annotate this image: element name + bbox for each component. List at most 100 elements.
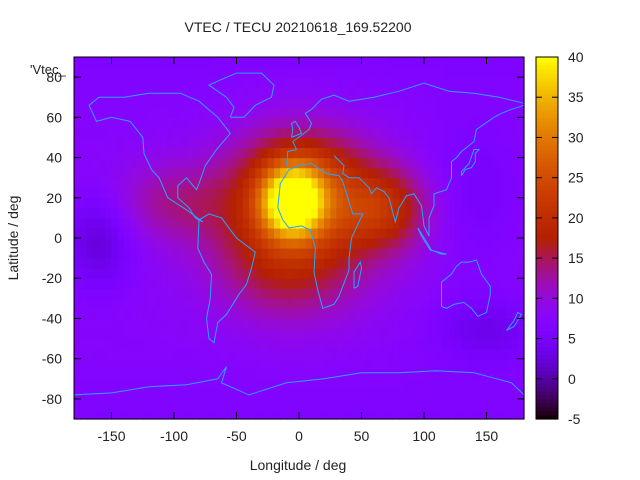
heatmap-cell — [192, 207, 200, 219]
heatmap-cell — [336, 107, 344, 118]
heatmap-cell — [367, 268, 375, 279]
heatmap-cell — [461, 217, 469, 229]
heatmap-cell — [330, 117, 338, 128]
heatmap-cell — [180, 378, 188, 390]
heatmap-cell — [349, 57, 356, 68]
heatmap-cell — [317, 308, 325, 320]
heatmap-cell — [436, 368, 444, 380]
heatmap-cell — [361, 107, 369, 118]
heatmap-cell — [80, 348, 88, 360]
heatmap-cell — [399, 77, 406, 88]
colorbar-tick-label: 40 — [568, 49, 584, 65]
heatmap-cell — [174, 268, 181, 279]
heatmap-cell — [492, 187, 500, 199]
heatmap-cell — [236, 167, 244, 179]
heatmap-cell — [317, 157, 325, 169]
heatmap-cell — [317, 408, 325, 420]
heatmap-cell — [405, 137, 413, 149]
heatmap-cell — [505, 358, 513, 370]
heatmap-cell — [80, 107, 88, 118]
y-tick-label: -80 — [42, 391, 62, 407]
heatmap-cell — [267, 358, 275, 370]
heatmap-cell — [74, 167, 81, 179]
heatmap-cell — [505, 67, 513, 78]
coastline — [277, 163, 364, 310]
coastline — [506, 311, 523, 331]
heatmap-cell — [324, 328, 331, 340]
heatmap-cell — [180, 97, 188, 108]
heatmap-cell — [405, 298, 413, 309]
heatmap-cell — [280, 388, 288, 400]
heatmap-cell — [199, 378, 206, 390]
heatmap-cell — [205, 268, 213, 279]
heatmap-cell — [242, 318, 250, 330]
heatmap-cell — [455, 197, 463, 209]
heatmap-cell — [149, 77, 156, 88]
heatmap-cell — [449, 298, 456, 309]
heatmap-cell — [111, 157, 119, 169]
heatmap-cell — [149, 248, 156, 259]
heatmap-cell — [361, 298, 369, 309]
x-tick-label: -150 — [97, 428, 125, 444]
heatmap-cell — [155, 157, 163, 169]
heatmap-cell — [461, 258, 469, 269]
heatmap-cell — [480, 137, 488, 149]
heatmap-cell — [105, 87, 113, 98]
heatmap-cell — [280, 197, 288, 209]
heatmap-cell — [180, 238, 188, 249]
heatmap-cell — [299, 137, 306, 149]
heatmap-cell — [292, 278, 300, 289]
heatmap-cell — [86, 187, 94, 199]
heatmap-cell — [317, 288, 325, 299]
heatmap-cell — [92, 248, 100, 259]
heatmap-cell — [317, 258, 325, 269]
heatmap-cell — [286, 57, 294, 68]
heatmap-cell — [180, 217, 188, 229]
heatmap-cell — [142, 368, 150, 380]
heatmap-cell — [511, 97, 519, 108]
heatmap-cell — [305, 97, 313, 108]
heatmap-cell — [161, 227, 169, 239]
heatmap-cell — [436, 328, 444, 340]
heatmap-cell — [186, 217, 194, 229]
heatmap-cell — [117, 318, 125, 330]
heatmap-cell — [336, 227, 344, 239]
heatmap-cell — [449, 187, 456, 199]
heatmap-cell — [442, 227, 450, 239]
heatmap-cell — [224, 147, 231, 159]
heatmap-cell — [330, 227, 338, 239]
heatmap-cell — [380, 388, 388, 400]
heatmap-cell — [192, 288, 200, 299]
heatmap-cell — [192, 298, 200, 309]
heatmap-cell — [480, 227, 488, 239]
colorbar-segment — [536, 254, 558, 259]
heatmap-cell — [492, 278, 500, 289]
heatmap-cell — [155, 187, 163, 199]
heatmap-cell — [317, 278, 325, 289]
heatmap-cell — [305, 167, 313, 179]
heatmap-cell — [261, 77, 269, 88]
heatmap-cell — [205, 147, 213, 159]
heatmap-cell — [130, 358, 138, 370]
heatmap-cell — [461, 147, 469, 159]
heatmap-cell — [217, 258, 225, 269]
heatmap-cell — [167, 147, 175, 159]
heatmap-cell — [392, 147, 400, 159]
heatmap-cell — [455, 388, 463, 400]
heatmap-cell — [349, 137, 356, 149]
heatmap-cell — [461, 388, 469, 400]
heatmap-cell — [330, 288, 338, 299]
x-axis-ticks: -150 -100 -50 0 50 100 150 — [97, 57, 498, 444]
heatmap-cell — [186, 238, 194, 249]
heatmap-cell — [261, 67, 269, 78]
heatmap-cell — [205, 238, 213, 249]
heatmap-cell — [155, 227, 163, 239]
heatmap-cell — [430, 348, 438, 360]
heatmap-cell — [280, 57, 288, 68]
heatmap-cell — [186, 278, 194, 289]
heatmap-cell — [380, 157, 388, 169]
heatmap-cell — [192, 278, 200, 289]
heatmap-cell — [411, 258, 419, 269]
heatmap-cell — [511, 217, 519, 229]
heatmap-cell — [461, 197, 469, 209]
